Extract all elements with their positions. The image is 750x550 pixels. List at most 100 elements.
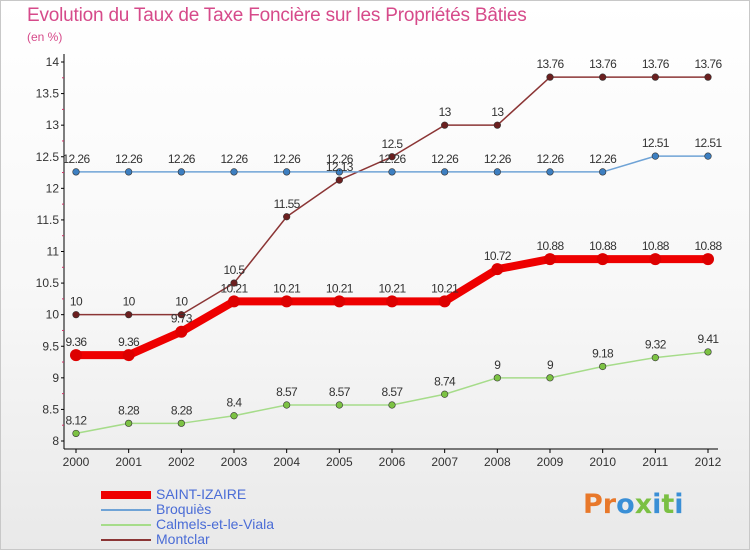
- data-label-3: 11.55: [274, 197, 301, 211]
- series-point-0: [596, 253, 609, 266]
- series-point-3: [546, 73, 554, 81]
- series-line-3: [75, 76, 709, 316]
- x-tick-label: 2009: [537, 455, 564, 469]
- y-tick-label: 8: [52, 434, 59, 448]
- data-label-1: 12.26: [326, 152, 354, 166]
- series-point-1: [177, 168, 185, 176]
- y-tick-label: 8.5: [42, 402, 59, 416]
- y-tick-label: 12: [46, 181, 60, 195]
- series-point-0: [333, 295, 346, 308]
- data-label-2: 9: [547, 358, 554, 372]
- series-point-1: [493, 168, 501, 176]
- y-tick-label: 10: [46, 308, 60, 322]
- legend-label-montclar: Montclar: [156, 531, 210, 547]
- y-tick-label: 10.5: [36, 276, 60, 290]
- data-label-2: 8.12: [66, 413, 88, 427]
- data-label-3: 13.76: [694, 57, 722, 71]
- data-label-0: 10.88: [536, 239, 564, 253]
- series-point-1: [72, 168, 80, 176]
- data-label-1: 12.26: [431, 152, 459, 166]
- y-tick-label: 11: [47, 245, 60, 259]
- logo-letter: i: [674, 489, 684, 520]
- y-tick-label: 13: [46, 118, 60, 132]
- series-point-1: [546, 168, 554, 176]
- data-label-3: 10: [70, 295, 83, 309]
- data-label-0: 9.73: [171, 312, 193, 326]
- series-point-1: [283, 168, 291, 176]
- data-label-1: 12.26: [589, 152, 617, 166]
- data-label-0: 10.21: [378, 281, 406, 295]
- data-label-0: 10.21: [220, 281, 248, 295]
- series-point-1: [651, 152, 659, 160]
- logo-letter: o: [616, 489, 635, 520]
- data-label-1: 12.26: [378, 152, 406, 166]
- series-point-0: [491, 263, 504, 276]
- data-label-3: 10: [123, 295, 136, 309]
- data-label-1: 12.26: [62, 152, 90, 166]
- series-point-2: [177, 419, 185, 427]
- data-label-3: 10.5: [224, 263, 246, 277]
- series-point-0: [122, 349, 135, 362]
- y-tick-label: 9.5: [42, 339, 59, 353]
- data-label-1: 12.26: [484, 152, 512, 166]
- x-tick-label: 2001: [115, 455, 142, 469]
- legend-label-calmels-et-le-viala: Calmels-et-le-Viala: [156, 516, 275, 532]
- series-point-0: [544, 253, 556, 266]
- series-point-2: [125, 419, 133, 427]
- x-tick-label: 2003: [221, 455, 248, 469]
- series-point-2: [230, 412, 238, 420]
- data-label-2: 8.28: [171, 403, 193, 417]
- series-point-3: [651, 73, 659, 81]
- series-point-1: [335, 168, 343, 176]
- data-label-2: 9: [494, 358, 501, 372]
- legend-swatch-calmels-et-le-viala: [101, 524, 151, 526]
- data-label-1: 12.26: [115, 152, 143, 166]
- series-point-2: [283, 401, 291, 409]
- data-label-0: 10.88: [642, 239, 670, 253]
- data-label-0: 10.21: [273, 281, 301, 295]
- series-point-2: [599, 362, 607, 371]
- data-label-1: 12.26: [168, 152, 196, 166]
- data-label-1: 12.26: [273, 152, 301, 166]
- x-tick-label: 2011: [642, 455, 668, 469]
- data-label-2: 8.4: [227, 396, 243, 410]
- data-label-0: 9.36: [66, 335, 88, 349]
- data-label-3: 13: [439, 105, 452, 119]
- data-label-3: 10: [175, 295, 188, 309]
- logo-letter: i: [652, 489, 662, 520]
- data-label-0: 10.88: [694, 239, 722, 253]
- series-point-3: [704, 73, 712, 81]
- y-tick-label: 11.5: [37, 213, 60, 227]
- series-point-2: [493, 374, 501, 382]
- x-tick-label: 2007: [431, 455, 458, 469]
- data-label-1: 12.26: [220, 152, 248, 166]
- series-point-1: [388, 168, 396, 176]
- series-point-3: [283, 213, 291, 221]
- proxiti-logo: Proxiti: [583, 489, 684, 520]
- series-point-3: [493, 121, 501, 129]
- logo-letter: x: [634, 489, 653, 520]
- x-tick-label: 2004: [273, 455, 300, 469]
- series-point-3: [177, 311, 185, 319]
- series-point-0: [649, 253, 662, 266]
- series-point-3: [72, 311, 80, 319]
- data-label-3: 13.76: [642, 57, 670, 71]
- data-label-2: 9.32: [645, 338, 667, 352]
- data-label-2: 9.18: [592, 346, 614, 360]
- series-point-0: [702, 253, 714, 266]
- series-point-2: [72, 429, 80, 438]
- y-tick-label: 9: [52, 371, 59, 385]
- series-point-2: [546, 374, 554, 382]
- legend-swatch-montclar: [101, 539, 151, 541]
- series-point-0: [70, 349, 82, 362]
- series-point-2: [388, 401, 396, 409]
- legend-swatch-saint-izaire: [101, 491, 151, 499]
- x-tick-label: 2006: [379, 455, 406, 469]
- x-tick-label: 2000: [63, 455, 90, 469]
- data-label-3: 12.5: [382, 137, 404, 151]
- data-label-3: 12.13: [326, 160, 354, 174]
- y-tick-label: 13.5: [36, 87, 60, 101]
- logo-letter: t: [661, 489, 675, 520]
